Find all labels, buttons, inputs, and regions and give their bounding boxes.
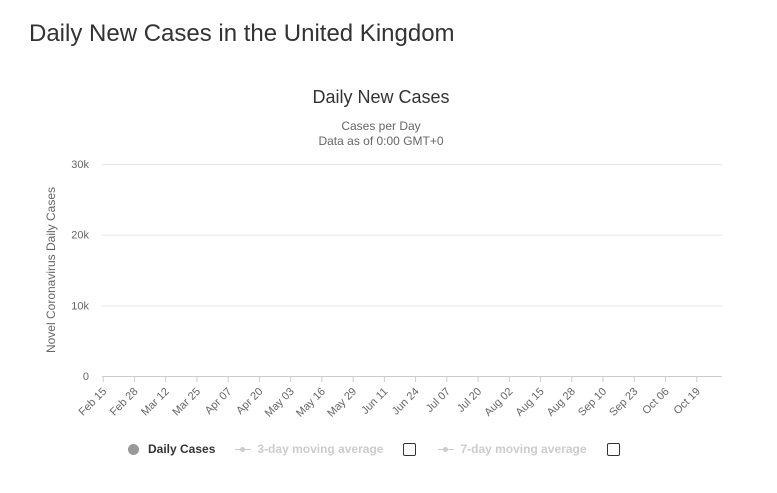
legend-line-marker-icon (438, 444, 455, 455)
x-tick-label: Feb 15 (77, 386, 110, 419)
x-tick-label: Jul 20 (455, 386, 484, 415)
x-tick-label: Jul 07 (424, 386, 453, 415)
legend-label-7-day-average: 7-day moving average (460, 442, 587, 456)
y-tick-label: 20k (71, 230, 89, 242)
chart-subtitle-line-2: Data as of 0:00 GMT+0 (318, 134, 443, 148)
daily-cases-chart: Daily New Cases Cases per Day Data as of… (44, 87, 722, 420)
x-tick-label: Oct 06 (640, 386, 671, 417)
legend-item-3-day-average[interactable]: 3-day moving average (235, 442, 383, 456)
x-tick-label: Mar 25 (170, 386, 203, 419)
x-tick-label: May 16 (294, 386, 328, 420)
x-tick-label: Jun 11 (359, 386, 390, 417)
legend-label-3-day-average: 3-day moving average (257, 442, 384, 456)
legend-label-daily-cases: Daily Cases (148, 442, 216, 456)
x-tick-label: Apr 07 (203, 386, 234, 417)
x-tick-label: Jun 24 (390, 386, 422, 418)
x-tick-label: Oct 19 (671, 386, 702, 417)
y-axis-ticks: 0 10k 20k 30k (71, 159, 89, 383)
y-axis-label: Novel Coronavirus Daily Cases (44, 187, 58, 353)
checkbox-3-day-average[interactable] (403, 442, 417, 456)
x-tick-label: Feb 28 (108, 386, 141, 419)
y-tick-label: 10k (71, 300, 89, 312)
checkbox-7-day-average[interactable] (606, 442, 620, 456)
legend: Daily Cases 3-day moving average 7-day m… (128, 439, 642, 459)
x-tick-label: May 29 (325, 386, 359, 420)
grid-lines (102, 164, 722, 307)
y-tick-label: 30k (71, 159, 89, 171)
x-tick-label: Apr 20 (234, 386, 265, 417)
x-tick-label: Mar 12 (139, 386, 172, 419)
x-tick-label: Aug 15 (514, 386, 547, 419)
legend-item-7-day-average[interactable]: 7-day moving average (438, 442, 587, 456)
x-tick-label: May 03 (263, 386, 297, 420)
x-tick-label: Aug 28 (545, 386, 578, 419)
chart-subtitle-line-1: Cases per Day (341, 119, 420, 133)
y-tick-label: 0 (83, 371, 89, 383)
x-tick-label: Sep 10 (576, 386, 609, 419)
x-tick-label: Sep 23 (607, 386, 640, 419)
page-title: Daily New Cases in the United Kingdom (29, 20, 455, 47)
legend-item-daily-cases[interactable]: Daily Cases (128, 442, 215, 456)
legend-marker-circle-icon (128, 443, 139, 455)
x-tick-label: Aug 02 (482, 386, 515, 419)
legend-line-marker-icon (235, 444, 252, 455)
chart-title: Daily New Cases (312, 87, 449, 107)
